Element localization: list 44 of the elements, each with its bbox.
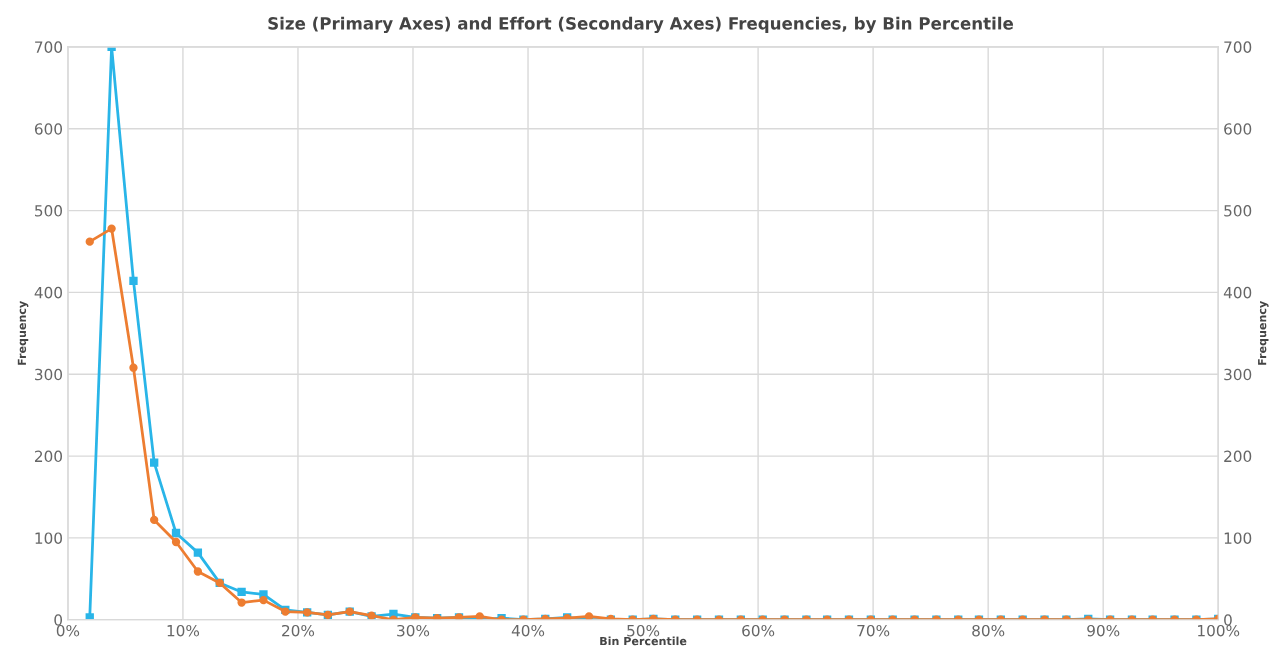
point bbox=[171, 528, 181, 538]
y2-tick-label: 100 bbox=[1224, 532, 1252, 544]
y2-tick-label: 400 bbox=[1223, 286, 1252, 299]
x-tick-label: 30% bbox=[397, 624, 430, 637]
y2-tick-label: 500 bbox=[1224, 205, 1252, 217]
point bbox=[259, 595, 268, 605]
y-tick-label: 600 bbox=[34, 123, 63, 135]
x-axis-title: Bin Percentile bbox=[600, 636, 687, 646]
point bbox=[237, 587, 246, 597]
point bbox=[193, 548, 203, 557]
y-tick-label: 100 bbox=[35, 532, 63, 544]
point bbox=[129, 363, 138, 372]
y-tick-label: 500 bbox=[35, 205, 63, 217]
y-tick-label: 200 bbox=[34, 450, 63, 463]
y2-tick-label: 200 bbox=[1224, 450, 1252, 463]
y2-tick-label: 600 bbox=[1224, 123, 1252, 135]
x-tick-label: 0% bbox=[56, 624, 80, 637]
x-tick-label: 40% bbox=[511, 624, 545, 637]
x-tick-label: 60% bbox=[742, 624, 775, 637]
point bbox=[85, 237, 94, 246]
x-tick-label: 70% bbox=[857, 624, 890, 637]
x-tick-label: 10% bbox=[167, 624, 200, 637]
point bbox=[129, 276, 138, 286]
y-axis-title: Frequency bbox=[17, 301, 29, 365]
y2-tick-label: 300 bbox=[1224, 368, 1252, 381]
x-tick-label: 90% bbox=[1087, 624, 1120, 637]
point bbox=[150, 458, 159, 467]
point bbox=[237, 598, 246, 607]
point bbox=[107, 224, 116, 233]
point bbox=[150, 515, 159, 525]
point bbox=[171, 537, 181, 547]
x-tick-label: 80% bbox=[972, 624, 1005, 637]
y-tick-label: 400 bbox=[34, 286, 63, 299]
y2-tick-label: 700 bbox=[1224, 41, 1252, 53]
y2-tick-label: 0 bbox=[1224, 614, 1232, 626]
point bbox=[193, 567, 203, 576]
y2-axis-title: Frequency bbox=[1258, 301, 1269, 365]
y-tick-label: 0 bbox=[54, 614, 63, 626]
y-tick-label: 300 bbox=[35, 368, 63, 381]
x-tick-label: 50% bbox=[627, 624, 660, 637]
x-tick-label: 20% bbox=[282, 624, 315, 637]
x-tick-label: 100% bbox=[1198, 624, 1240, 637]
y-tick-label: 700 bbox=[35, 41, 63, 53]
chart-title: Size (Primary Axes) and Effort (Secondary Axes) Frequencies, by Bin Percentile bbox=[268, 16, 1014, 34]
